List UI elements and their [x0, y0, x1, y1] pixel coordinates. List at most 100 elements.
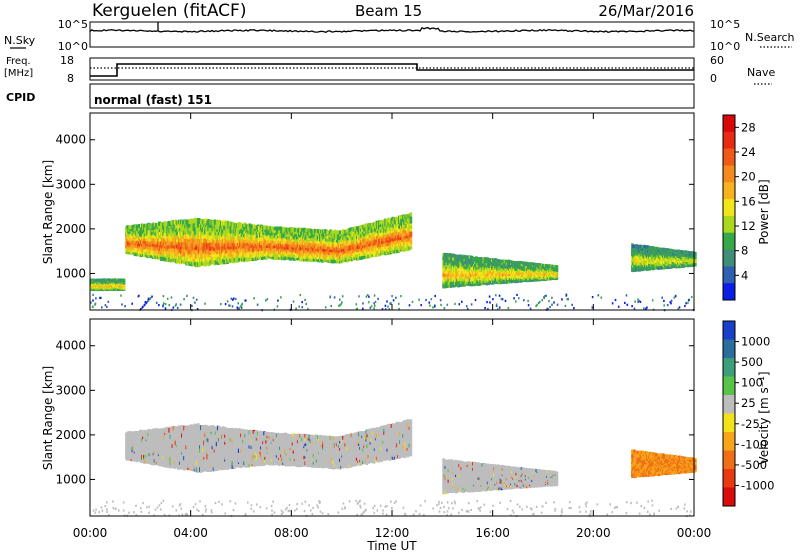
noise-cell — [204, 302, 206, 305]
noise-cell — [104, 304, 107, 307]
noise-cell — [474, 298, 477, 302]
noise-cell — [256, 303, 259, 306]
noise-cell — [611, 302, 614, 305]
noise-cell — [149, 297, 152, 300]
noise-cell — [527, 299, 529, 303]
nave-tick-lo: 0 — [710, 72, 717, 85]
noise-cell — [466, 307, 469, 310]
noise-cell — [516, 293, 518, 296]
noise-cell — [299, 293, 302, 297]
noise-cell — [224, 303, 227, 306]
noise-cell — [643, 307, 645, 310]
noise-cell — [567, 298, 569, 301]
noise-cell — [420, 304, 422, 307]
freq-line — [90, 63, 694, 77]
noise-cell — [186, 294, 188, 297]
power-plot — [90, 212, 697, 312]
noise-cell — [280, 296, 282, 299]
noise-cell — [194, 301, 196, 304]
power-scatter-cells — [90, 212, 697, 312]
noise-cell — [369, 306, 372, 309]
noise-cell — [553, 301, 555, 304]
noise-cell — [95, 297, 97, 300]
noise-cell — [551, 303, 553, 306]
noise-cell — [121, 303, 123, 306]
cpid-panel — [89, 83, 695, 109]
noise-cell — [276, 305, 279, 308]
noise-cell — [107, 300, 110, 303]
noise-cell — [545, 294, 547, 297]
noise-cell — [591, 306, 594, 309]
noise-cell — [411, 300, 414, 304]
noise-cell — [688, 298, 690, 301]
noise-cell — [651, 299, 654, 302]
freq-tick-hi: 18 — [60, 54, 74, 67]
noise-cell — [670, 302, 672, 305]
echo-region-2 — [442, 252, 559, 289]
nave-label: Nave — [747, 66, 775, 79]
noise-cell — [166, 297, 169, 300]
noise-cell — [495, 294, 497, 297]
noise-cell — [470, 303, 473, 306]
noise-cell — [92, 299, 94, 302]
noise-cell — [195, 298, 198, 301]
noise-cell — [253, 297, 255, 300]
noise-cell — [170, 296, 173, 299]
noise-cell — [164, 303, 167, 306]
noise-cell — [384, 308, 387, 311]
noise-cell — [241, 302, 243, 305]
noise-cell — [398, 302, 400, 305]
noise-cell — [192, 296, 195, 299]
freq-label: Freq. — [6, 56, 31, 67]
noise-cell — [339, 304, 341, 307]
noise-cell — [666, 304, 669, 307]
noise-cell — [425, 298, 427, 302]
noise-cell — [162, 295, 165, 298]
noise-cell — [368, 295, 370, 298]
nsearch-label: N.Search — [745, 31, 795, 44]
noise-cell — [523, 299, 525, 302]
noise-cell — [536, 303, 538, 306]
noise-cell — [237, 308, 239, 311]
noise-cell — [386, 300, 388, 303]
noise-cell — [591, 296, 594, 299]
echo-cell — [122, 288, 126, 291]
noise-cell — [513, 297, 515, 300]
noise-cell — [566, 298, 568, 301]
echo-cell — [409, 227, 413, 232]
noise-cell — [339, 298, 341, 301]
noise-cell — [238, 307, 240, 310]
noise-cell — [434, 294, 436, 298]
noise-cell — [685, 302, 687, 305]
noise-cell — [176, 306, 179, 309]
noise-cell — [235, 297, 237, 300]
noise-cell — [230, 297, 233, 300]
noise-cell — [232, 298, 234, 301]
noise-cell — [638, 299, 640, 302]
noise-cell — [341, 301, 343, 304]
noise-cell — [465, 305, 468, 308]
echo-cell — [409, 219, 413, 224]
noise-cell — [292, 300, 295, 303]
noise-cell — [226, 300, 229, 303]
noise-cell — [151, 295, 153, 298]
noise-cell — [637, 300, 639, 304]
noise-cell — [229, 304, 231, 307]
noise-cell — [549, 305, 551, 309]
noise-cell — [484, 307, 486, 310]
noise-cell — [543, 296, 545, 299]
noise-cell — [324, 306, 327, 309]
noise-cell — [366, 294, 369, 297]
noise-cell — [663, 299, 665, 302]
noise-cell — [489, 301, 491, 304]
noise-cell — [220, 303, 222, 306]
noise-cell — [233, 297, 235, 300]
noise-cell — [548, 300, 550, 303]
echo-cell — [122, 282, 126, 285]
noise-cell — [239, 305, 242, 308]
noise-cell — [492, 298, 494, 301]
noise-cell — [377, 297, 379, 300]
noise-cell — [158, 304, 160, 307]
echo-cell — [409, 237, 413, 242]
noise-cell — [398, 307, 400, 311]
